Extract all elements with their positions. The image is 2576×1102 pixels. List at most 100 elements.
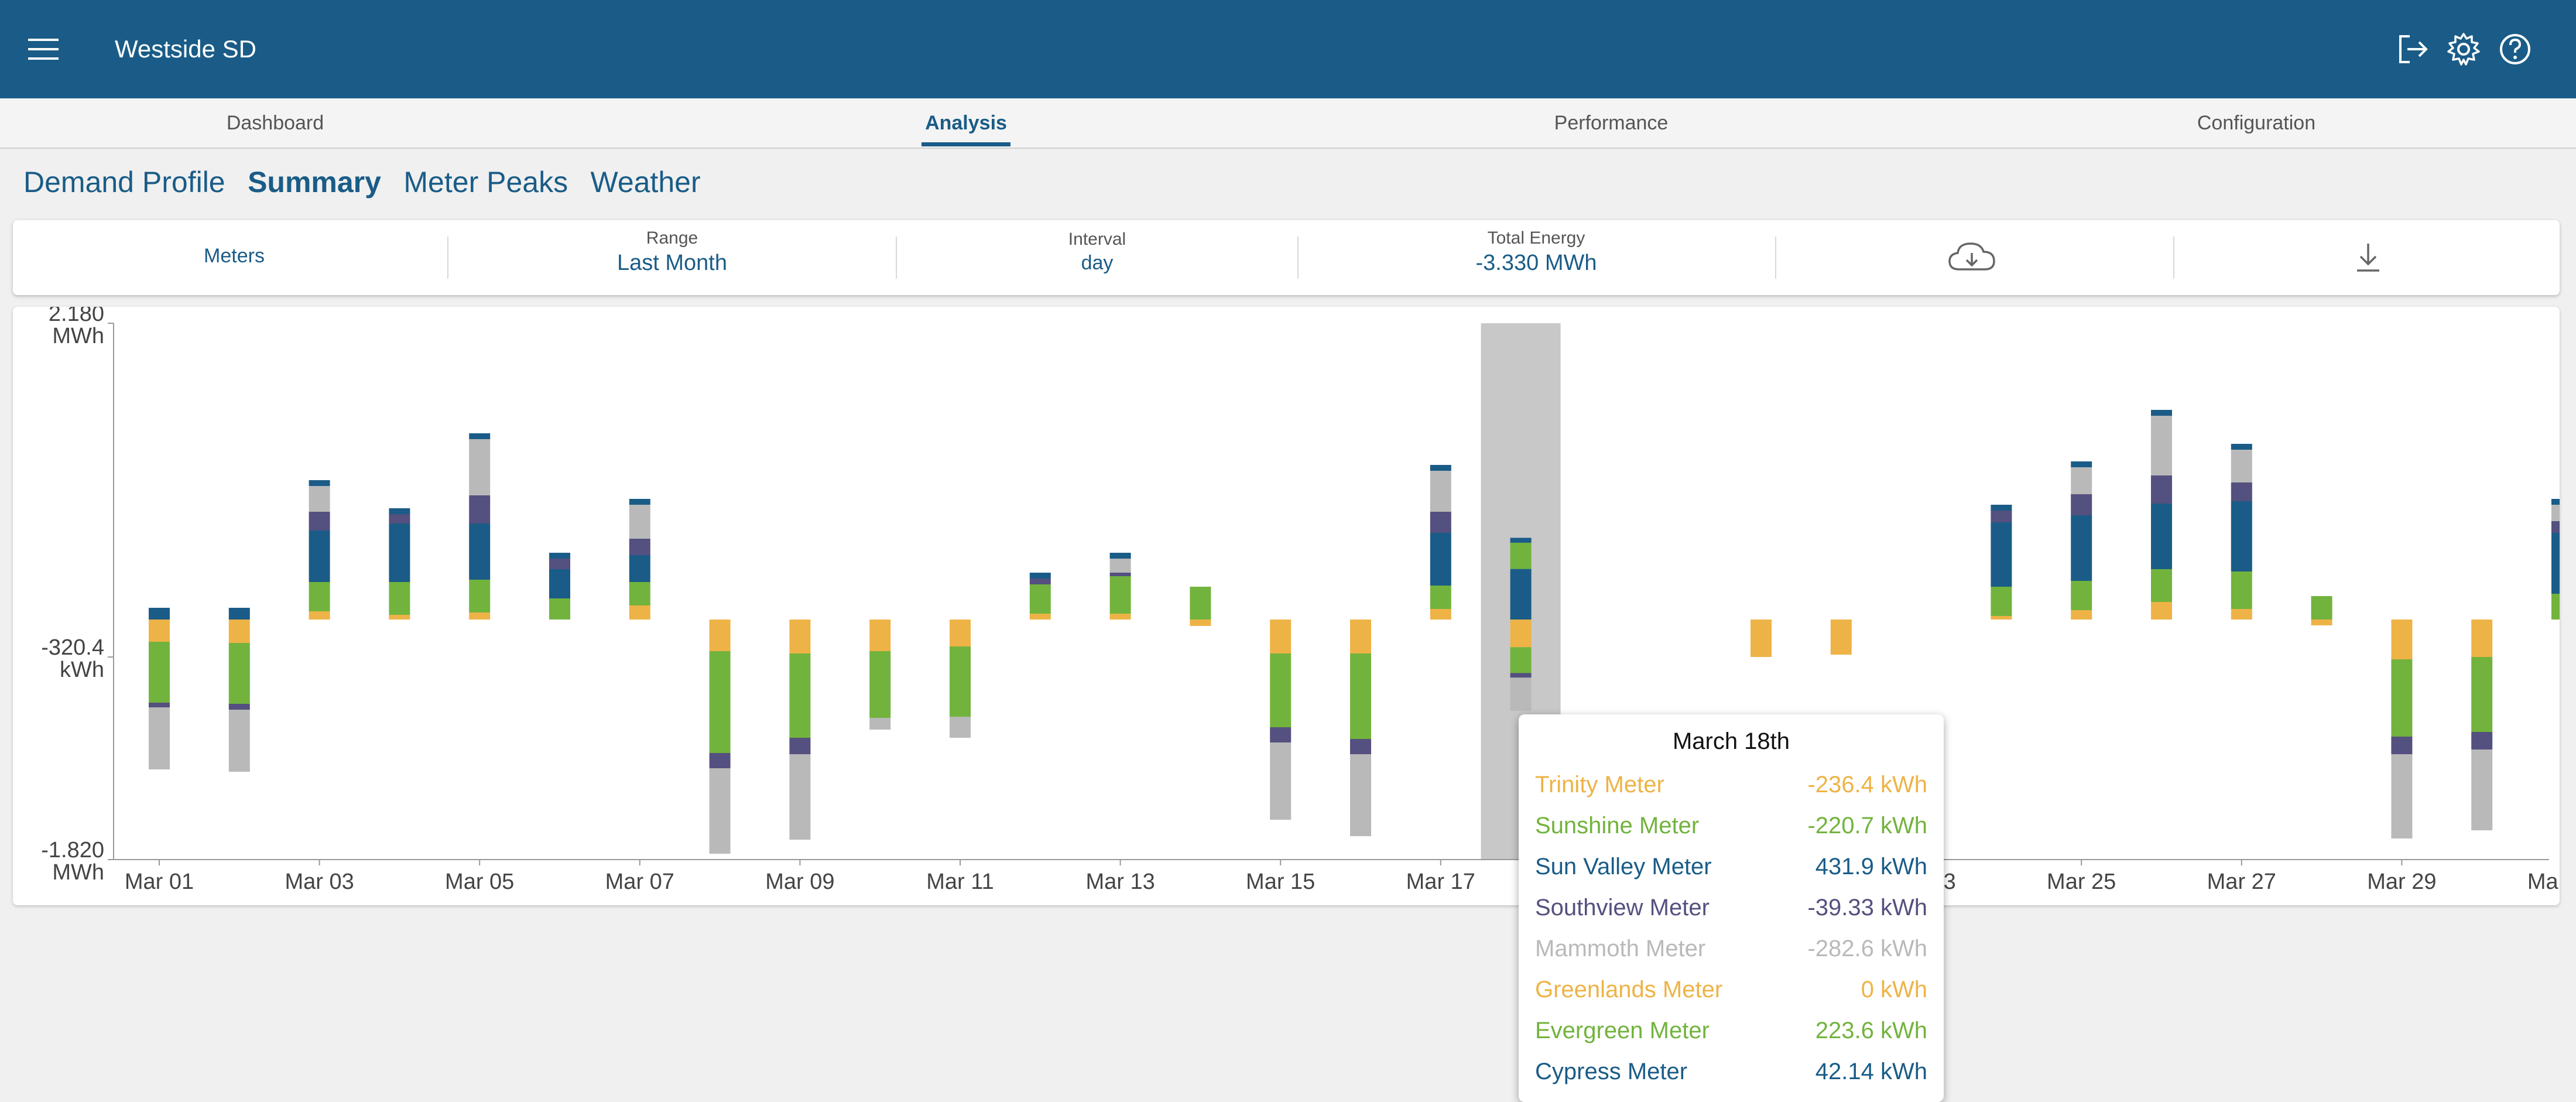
bar-segment[interactable]	[2151, 602, 2172, 620]
bar-segment[interactable]	[2071, 515, 2092, 581]
bar-segment[interactable]	[1430, 586, 1451, 609]
meters-selector[interactable]: Meters	[204, 220, 265, 295]
bar-segment[interactable]	[1430, 609, 1451, 620]
bar-segment[interactable]	[789, 620, 811, 653]
bar-segment[interactable]	[228, 710, 250, 772]
bar-segment[interactable]	[1991, 616, 2012, 620]
bar-segment[interactable]	[2311, 596, 2332, 620]
bar-segment[interactable]	[2071, 467, 2092, 494]
bar-segment[interactable]	[1991, 511, 2012, 522]
bar-segment[interactable]	[789, 738, 811, 754]
bar-segment[interactable]	[1029, 573, 1051, 579]
bar-segment[interactable]	[869, 620, 891, 651]
logout-icon[interactable]	[2395, 30, 2432, 68]
bar-segment[interactable]	[149, 707, 170, 769]
bar-segment[interactable]	[228, 643, 250, 704]
bar-segment[interactable]	[869, 651, 891, 718]
bar-segment[interactable]	[629, 555, 650, 582]
bar-segment[interactable]	[1270, 742, 1292, 820]
bar-segment[interactable]	[2231, 609, 2252, 620]
bar-segment[interactable]	[2391, 659, 2413, 737]
bar-segment[interactable]	[629, 605, 650, 620]
bar-segment[interactable]	[1510, 647, 1532, 673]
bar-segment[interactable]	[629, 539, 650, 555]
bar-segment[interactable]	[2231, 571, 2252, 609]
bar-segment[interactable]	[2231, 444, 2252, 450]
bar-segment[interactable]	[1510, 538, 1532, 543]
menu-icon[interactable]	[27, 33, 60, 66]
subtab-meter-peaks[interactable]: Meter Peaks	[403, 166, 568, 199]
tab-configuration[interactable]: Configuration	[2197, 112, 2316, 134]
bar-segment[interactable]	[469, 495, 491, 523]
bar-segment[interactable]	[2071, 494, 2092, 515]
bar-segment[interactable]	[309, 512, 330, 531]
bar-segment[interactable]	[1350, 653, 1371, 739]
bar-segment[interactable]	[709, 651, 731, 753]
bar-segment[interactable]	[1991, 522, 2012, 587]
bar-segment[interactable]	[2151, 410, 2172, 416]
bar-segment[interactable]	[629, 505, 650, 539]
bar-segment[interactable]	[789, 653, 811, 738]
range-selector[interactable]: Range Last Month	[617, 220, 727, 295]
bar-segment[interactable]	[549, 559, 570, 569]
bar-segment[interactable]	[789, 754, 811, 840]
bar-segment[interactable]	[1270, 620, 1292, 653]
bar-segment[interactable]	[2231, 501, 2252, 571]
bar-segment[interactable]	[2551, 505, 2560, 521]
bar-segment[interactable]	[1991, 505, 2012, 511]
bar-segment[interactable]	[389, 615, 410, 620]
bar-segment[interactable]	[629, 582, 650, 605]
bar-segment[interactable]	[389, 582, 410, 615]
bar-segment[interactable]	[389, 514, 410, 523]
bar-segment[interactable]	[228, 608, 250, 614]
help-icon[interactable]	[2496, 30, 2534, 68]
bar-segment[interactable]	[1830, 620, 1852, 655]
bar-segment[interactable]	[1190, 620, 1211, 626]
bar-segment[interactable]	[549, 553, 570, 559]
bar-segment[interactable]	[309, 582, 330, 611]
bar-segment[interactable]	[2071, 461, 2092, 467]
bar-segment[interactable]	[309, 480, 330, 486]
bar-segment[interactable]	[1350, 739, 1371, 754]
bar-segment[interactable]	[1510, 569, 1532, 620]
bar-segment[interactable]	[1751, 620, 1772, 657]
bar-segment[interactable]	[149, 620, 170, 642]
bar-segment[interactable]	[709, 768, 731, 854]
bar-segment[interactable]	[2151, 569, 2172, 602]
bar-segment[interactable]	[389, 523, 410, 582]
bar-segment[interactable]	[2071, 610, 2092, 620]
bar-segment[interactable]	[309, 486, 330, 512]
bar-segment[interactable]	[469, 433, 491, 439]
bar-segment[interactable]	[1029, 579, 1051, 584]
bar-segment[interactable]	[149, 642, 170, 703]
bar-segment[interactable]	[469, 580, 491, 612]
bar-segment[interactable]	[2231, 482, 2252, 501]
bar-segment[interactable]	[709, 753, 731, 768]
bar-segment[interactable]	[2471, 657, 2493, 732]
bar-segment[interactable]	[469, 523, 491, 580]
cloud-download-icon[interactable]	[1947, 240, 1996, 275]
bar-segment[interactable]	[1350, 754, 1371, 836]
bar-segment[interactable]	[1109, 614, 1131, 620]
bar-segment[interactable]	[2471, 732, 2493, 750]
bar-segment[interactable]	[1430, 533, 1451, 586]
bar-segment[interactable]	[2471, 620, 2493, 657]
bar-segment[interactable]	[1109, 576, 1131, 614]
bar-segment[interactable]	[1510, 620, 1532, 648]
bar-segment[interactable]	[389, 508, 410, 514]
bar-segment[interactable]	[2551, 594, 2560, 620]
bar-segment[interactable]	[869, 718, 891, 730]
bar-segment[interactable]	[1109, 553, 1131, 559]
bar-segment[interactable]	[1350, 620, 1371, 653]
bar-segment[interactable]	[228, 620, 250, 643]
bar-segment[interactable]	[2311, 620, 2332, 625]
bar-segment[interactable]	[2151, 475, 2172, 504]
settings-gear-icon[interactable]	[2445, 30, 2482, 68]
bar-segment[interactable]	[309, 531, 330, 582]
bar-segment[interactable]	[469, 439, 491, 495]
bar-segment[interactable]	[1510, 677, 1532, 711]
bar-segment[interactable]	[228, 614, 250, 620]
bar-segment[interactable]	[2391, 737, 2413, 754]
bar-segment[interactable]	[2551, 521, 2560, 533]
